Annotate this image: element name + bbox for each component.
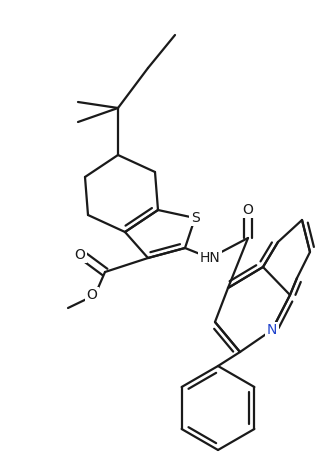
Text: O: O [86, 288, 97, 302]
Text: HN: HN [200, 251, 220, 265]
Text: O: O [74, 248, 86, 262]
Text: N: N [267, 323, 277, 337]
Text: S: S [190, 211, 199, 225]
Text: O: O [243, 203, 253, 217]
